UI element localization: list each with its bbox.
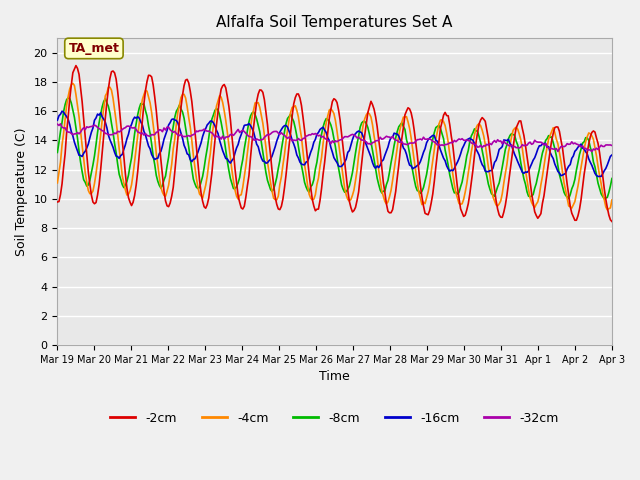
Legend: -2cm, -4cm, -8cm, -16cm, -32cm: -2cm, -4cm, -8cm, -16cm, -32cm (106, 407, 564, 430)
Text: TA_met: TA_met (68, 42, 120, 55)
X-axis label: Time: Time (319, 371, 350, 384)
Y-axis label: Soil Temperature (C): Soil Temperature (C) (15, 127, 28, 256)
Title: Alfalfa Soil Temperatures Set A: Alfalfa Soil Temperatures Set A (216, 15, 453, 30)
